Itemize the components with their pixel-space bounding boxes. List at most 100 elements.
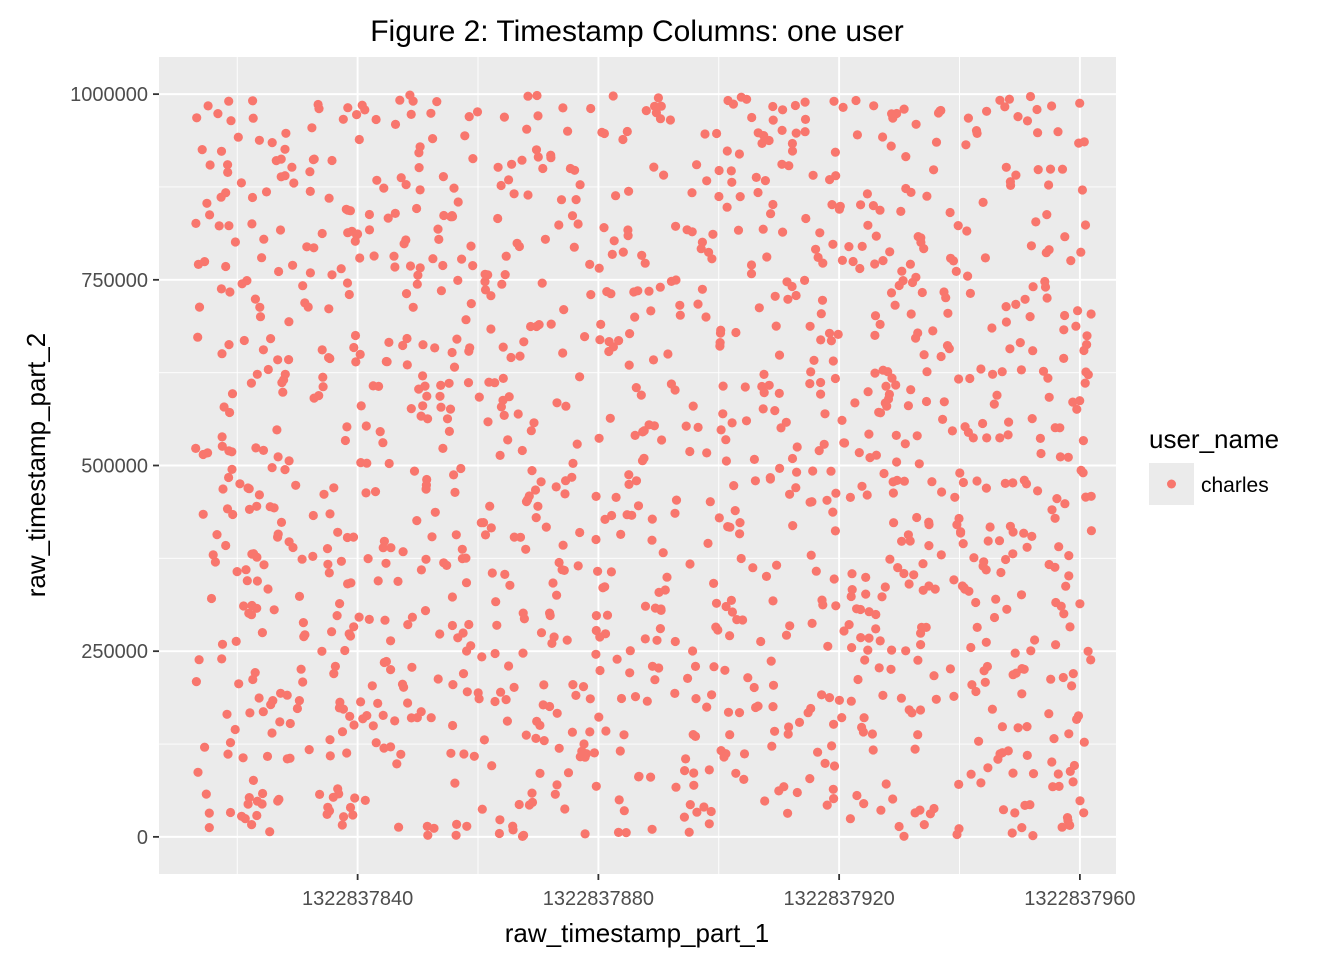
data-point: [942, 341, 953, 351]
data-point: [792, 467, 802, 477]
data-point: [329, 483, 339, 493]
data-point: [594, 263, 604, 273]
data-point: [936, 351, 946, 362]
data-point: [656, 101, 666, 111]
data-point: [349, 342, 359, 353]
data-point: [360, 795, 370, 806]
data-point: [1050, 513, 1060, 523]
data-point: [1083, 370, 1093, 380]
data-point: [323, 802, 333, 812]
data-point: [1078, 468, 1088, 478]
data-point: [602, 287, 612, 297]
data-point: [875, 205, 885, 215]
data-point: [269, 605, 279, 615]
data-point: [405, 90, 415, 100]
data-point: [378, 543, 388, 553]
data-point: [997, 367, 1007, 377]
data-point: [967, 680, 977, 690]
data-point: [1065, 622, 1075, 632]
data-point: [298, 677, 308, 687]
data-point: [305, 186, 315, 196]
data-point: [466, 241, 476, 251]
data-point: [996, 567, 1006, 578]
data-point: [618, 247, 628, 257]
data-point: [829, 574, 839, 584]
data-point: [911, 119, 921, 129]
data-point: [299, 632, 309, 642]
data-point: [919, 350, 929, 360]
data-point: [647, 824, 657, 834]
data-point: [1011, 170, 1021, 180]
data-point: [739, 749, 750, 759]
data-point: [921, 396, 932, 407]
data-point: [621, 828, 631, 838]
data-point: [806, 367, 816, 377]
data-point: [464, 112, 474, 122]
data-point: [839, 626, 849, 636]
data-point: [787, 146, 798, 156]
data-point: [633, 286, 643, 296]
data-point: [638, 427, 648, 437]
data-point: [774, 388, 784, 398]
data-point: [191, 218, 201, 228]
data-point: [263, 364, 273, 375]
data-point: [329, 669, 339, 679]
data-point: [1005, 344, 1015, 354]
data-point: [273, 452, 283, 462]
data-point: [906, 309, 916, 319]
data-point: [463, 378, 474, 388]
data-point: [589, 748, 600, 758]
x-tick-label: 1322837960: [1024, 888, 1135, 910]
data-point: [345, 206, 355, 216]
data-point: [829, 761, 840, 771]
data-point: [830, 373, 841, 384]
data-point: [1004, 94, 1015, 104]
data-point: [875, 636, 885, 646]
data-point: [966, 642, 976, 653]
data-point: [848, 256, 858, 267]
data-point: [197, 145, 207, 155]
data-point: [355, 349, 365, 359]
data-point: [278, 387, 288, 397]
data-point: [368, 721, 378, 731]
data-point: [532, 90, 542, 101]
data-point: [323, 559, 333, 569]
data-point: [722, 146, 732, 156]
data-point: [901, 183, 911, 194]
data-point: [887, 645, 897, 655]
data-point: [818, 600, 828, 610]
data-point: [1075, 599, 1085, 609]
data-point: [247, 600, 257, 611]
data-point: [379, 743, 389, 753]
data-point: [805, 379, 815, 389]
data-point: [906, 385, 916, 395]
data-point: [734, 149, 745, 159]
data-point: [1064, 551, 1074, 561]
data-point: [1073, 306, 1083, 316]
data-point: [882, 401, 892, 411]
data-point: [624, 470, 634, 480]
data-point: [880, 582, 890, 592]
data-point: [654, 663, 664, 673]
data-point: [681, 754, 691, 764]
data-point: [1086, 526, 1096, 536]
data-point: [919, 820, 929, 830]
data-point: [633, 501, 644, 511]
data-point: [505, 580, 515, 590]
data-point: [546, 153, 556, 163]
data-point: [480, 530, 491, 540]
data-point: [414, 163, 424, 173]
data-point: [318, 382, 328, 392]
data-point: [531, 145, 542, 155]
data-point: [580, 332, 590, 342]
data-point: [390, 716, 400, 726]
data-point: [325, 751, 335, 761]
data-point: [816, 389, 826, 399]
data-point: [1080, 220, 1091, 230]
data-point: [753, 128, 763, 138]
data-point: [585, 259, 595, 269]
data-point: [288, 542, 298, 553]
data-point: [317, 228, 327, 239]
data-point: [702, 448, 712, 458]
data-point: [416, 707, 426, 717]
